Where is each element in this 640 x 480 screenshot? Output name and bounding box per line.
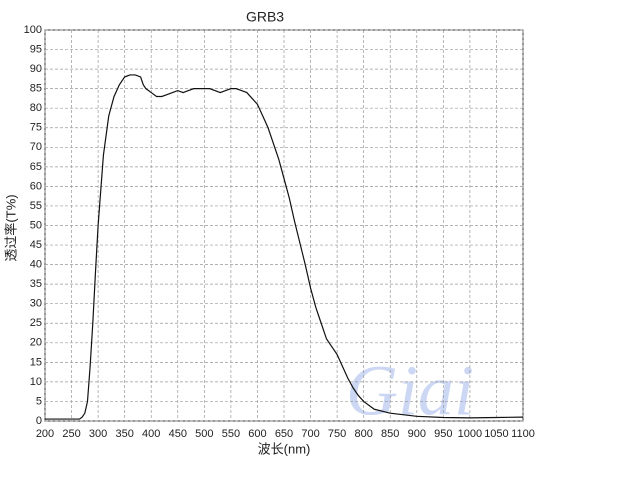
y-tick-label: 5: [36, 395, 42, 407]
x-tick-label: 1000: [458, 428, 482, 440]
x-tick-label: 400: [142, 428, 160, 440]
y-tick-label: 50: [30, 219, 42, 231]
x-tick-label: 500: [195, 428, 213, 440]
x-tick-label: 550: [222, 428, 240, 440]
y-tick-label: 30: [30, 298, 42, 310]
x-tick-label: 300: [89, 428, 107, 440]
x-tick-label: 700: [301, 428, 319, 440]
x-tick-label: 900: [408, 428, 426, 440]
y-tick-label: 40: [30, 259, 42, 271]
chart-title: GRB3: [246, 9, 284, 25]
x-tick-label: 800: [354, 428, 372, 440]
y-tick-label: 85: [30, 83, 42, 95]
y-tick-label: 55: [30, 200, 42, 212]
y-tick-label: 15: [30, 356, 42, 368]
x-tick-label: 950: [434, 428, 452, 440]
y-tick-label: 65: [30, 161, 42, 173]
x-tick-label: 750: [328, 428, 346, 440]
x-tick-label: 450: [169, 428, 187, 440]
x-tick-label: 250: [62, 428, 80, 440]
data-line: [45, 74, 524, 420]
y-tick-label: 20: [30, 337, 42, 349]
x-tick-label: 1100: [511, 428, 535, 440]
y-tick-label: 70: [30, 141, 42, 153]
y-axis-label: 透过率(T%): [3, 194, 18, 261]
y-tick-label: 25: [30, 317, 42, 329]
y-tick-label: 90: [30, 63, 42, 75]
x-tick-label: 350: [115, 428, 133, 440]
x-tick-label: 850: [381, 428, 399, 440]
y-tick-label: 45: [30, 239, 42, 251]
y-tick-label: 100: [24, 24, 42, 36]
y-tick-label: 80: [30, 102, 42, 114]
y-tick-label: 10: [30, 376, 42, 388]
y-tick-label: 75: [30, 122, 42, 134]
x-tick-label: 650: [275, 428, 293, 440]
x-tick-label: 600: [248, 428, 266, 440]
x-tick-label: 200: [36, 428, 54, 440]
y-tick-label: 0: [36, 415, 42, 427]
y-tick-label: 60: [30, 180, 42, 192]
y-tick-label: 35: [30, 278, 42, 290]
x-axis-label: 波长(nm): [258, 441, 311, 456]
y-tick-label: 95: [30, 43, 42, 55]
x-tick-label: 1050: [484, 428, 508, 440]
